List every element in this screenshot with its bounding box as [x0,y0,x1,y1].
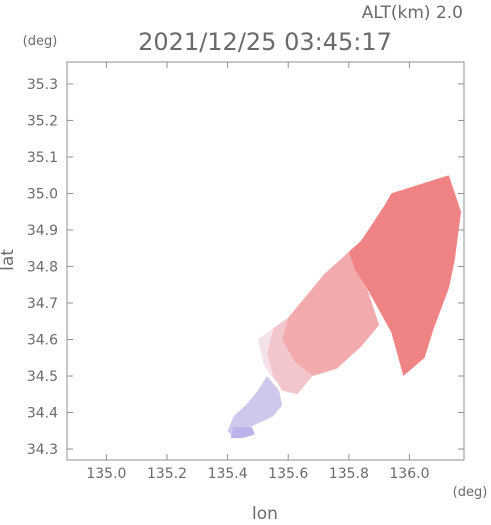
plot-frame [66,61,465,461]
x-axis-label: lon [252,504,278,521]
x-unit-label: (deg) [453,485,488,500]
y-tick-label: 35.3 [27,77,58,93]
x-tick-label: 135.8 [329,466,369,482]
y-tick-label: 34.5 [27,369,58,385]
chart-timestamp-title: 2021/12/25 03:45:17 [138,28,392,56]
region-near-zero-transition [257,328,277,384]
x-tick-label: 135.2 [147,466,187,482]
y-tick-label: 34.3 [27,442,58,458]
data-regions [227,175,461,439]
region-weak-negative-southwest [227,376,283,439]
altitude-label: ALT(km) 2.0 [362,3,463,23]
y-tick-label: 34.9 [27,223,58,239]
x-tick-label: 135.0 [86,466,126,482]
y-tick-label: 35.0 [27,186,58,202]
x-axis-ticks: 135.0 135.2 135.4 135.6 135.8 136.0 [86,62,429,482]
y-tick-label: 35.1 [27,150,58,166]
y-axis-label: lat [0,249,18,271]
y-tick-label: 34.6 [27,333,58,349]
y-tick-label: 34.7 [27,296,58,312]
region-stronger-negative-patch [230,427,255,439]
region-weak-positive-central [267,317,313,395]
y-tick-label: 35.2 [27,113,58,129]
x-tick-label: 135.6 [268,466,308,482]
x-tick-label: 135.4 [208,466,248,482]
y-tick-label: 34.4 [27,406,58,422]
y-axis-ticks: 34.3 34.4 34.5 34.6 34.7 34.8 34.9 35.0 35.1 35.2… [27,77,464,458]
y-unit-label: (deg) [23,34,58,49]
x-tick-label: 136.0 [389,466,429,482]
region-strong-positive-northeast [348,175,461,376]
region-moderate-positive-central [282,251,380,376]
y-tick-label: 34.8 [27,259,58,275]
